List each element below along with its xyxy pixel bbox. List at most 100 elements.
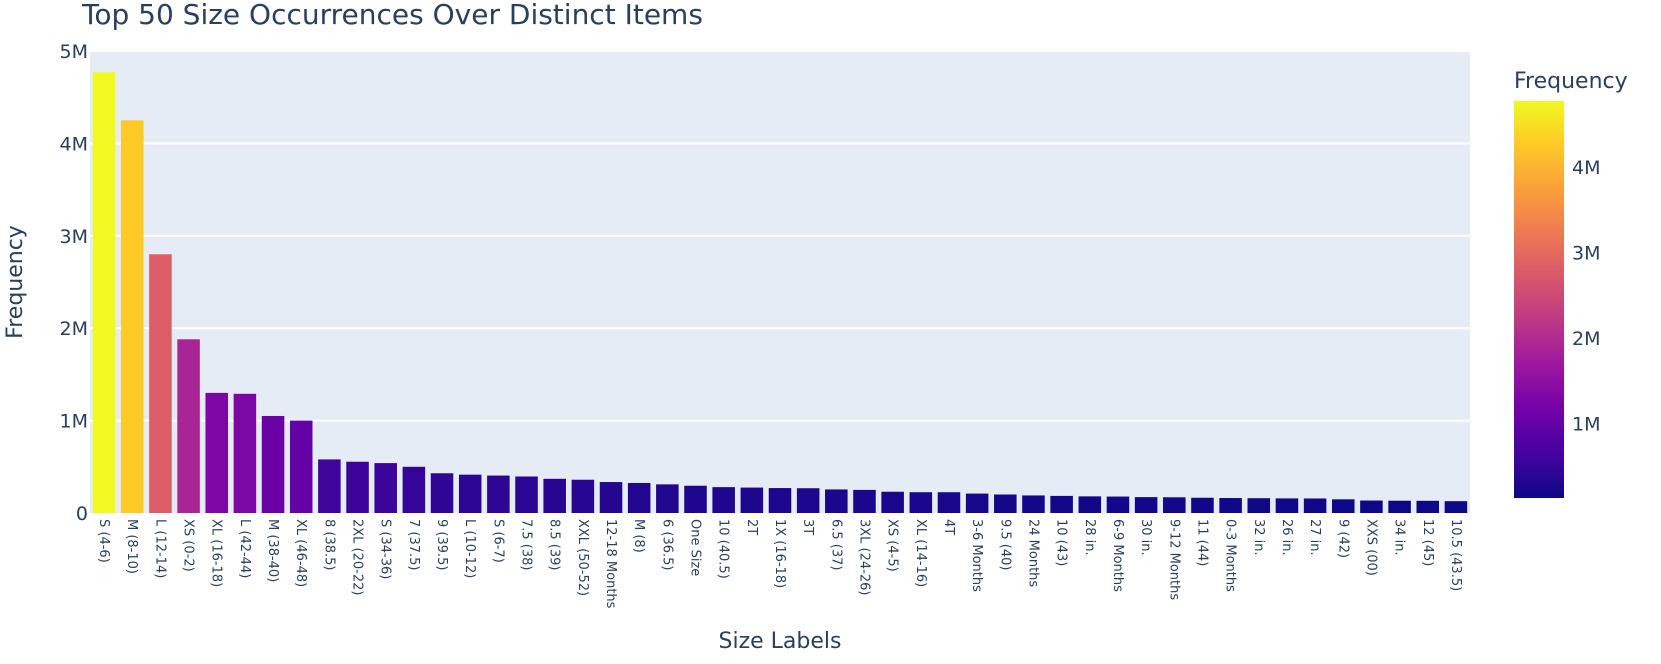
bar [994,494,1017,513]
x-tick-label: XS (0-2) [181,519,196,572]
x-tick-label: 6-9 Months [1110,519,1125,592]
bar [233,393,257,513]
bar [881,491,904,513]
x-tick-label: L (10-12) [462,519,477,578]
bar [430,473,454,513]
x-tick-label: 6 (36.5) [659,519,674,571]
x-tick-label: 9 (42) [1335,519,1350,558]
bar [205,392,228,513]
x-tick-label: L (42-44) [237,519,252,578]
y-axis-title: Frequency [3,225,28,339]
x-tick-label: 10 (40.5) [716,519,731,579]
bar [177,339,200,513]
bar [1106,496,1130,513]
x-tick-label: 11 (44) [1194,519,1209,566]
x-tick-label: 12 (45) [1420,519,1435,566]
x-tick-label: 34 in. [1392,519,1407,556]
colorbar-tick-label: 1M [1572,413,1600,435]
bar [346,461,369,513]
bar [1416,500,1440,513]
bar [627,482,651,513]
x-tick-label: 0-3 Months [1223,519,1238,592]
bar [1360,500,1383,513]
bar [402,466,426,513]
bar [1275,498,1299,513]
x-tick-label: S (6-7) [490,519,505,563]
x-tick-label: XXS (00) [1363,519,1378,576]
bar [853,489,876,513]
x-tick-label: 8 (38.5) [321,519,336,571]
x-tick-label: S (4-6) [96,519,111,563]
x-tick-label: 9-12 Months [1166,519,1181,600]
bar [487,475,510,513]
bar [768,488,792,513]
chart-title: Top 50 Size Occurrences Over Distinct It… [81,0,703,31]
bar [1134,497,1158,513]
y-tick-label: 4M [60,133,88,155]
x-tick-label: 7 (37.5) [406,519,421,571]
bar [712,487,735,513]
x-axis-title: Size Labels [719,629,842,654]
bar [374,463,397,513]
x-tick-label: XL (46-48) [293,519,308,587]
bar [656,484,679,513]
x-tick-label: S (34-36) [378,519,393,579]
bar [1163,497,1186,513]
y-tick-label: 2M [60,318,88,340]
bar [684,485,707,513]
x-tick-label: One Size [688,519,703,576]
x-tick-label: 1X (16-18) [772,519,787,588]
x-tick-label: M (38-40) [265,519,280,582]
x-tick-label: M (8) [631,519,646,553]
x-tick-label: XXL (50-52) [575,519,590,596]
bar [92,72,116,513]
x-tick-label: 3-6 Months [969,519,984,592]
bar [740,487,764,513]
bar [120,120,144,514]
x-tick-label: 8.5 (39) [547,519,562,571]
x-tick-label: 12-18 Months [603,519,618,609]
bar [515,476,538,513]
x-tick-label: XS (4-5) [885,519,900,572]
x-tick-label: 7.5 (38) [519,519,534,571]
x-tick-label: 6.5 (37) [828,519,843,571]
x-tick-label: 9.5 (40) [997,519,1012,571]
bar [937,492,961,513]
bar [571,479,595,513]
x-axis-ticks: S (4-6) M (8-10) L (12-14) XS (0-2) XL (16-1… [96,519,1463,609]
bar [825,489,848,513]
bar [289,420,313,513]
bar [909,492,933,513]
x-tick-label: 2T [744,519,759,535]
x-tick-label: 10.5 (43.5) [1448,519,1463,591]
plot-background [90,51,1470,513]
colorbar-tick-label: 3M [1572,242,1600,264]
y-tick-label: 3M [60,226,88,248]
x-tick-label: 28 in. [1082,519,1097,556]
bar [1332,499,1355,513]
bar [1078,496,1102,513]
bar [543,478,566,513]
y-tick-label: 5M [60,41,88,63]
bar [1388,500,1411,513]
x-tick-label: 3XL (24-26) [856,519,871,595]
bar [1303,498,1327,513]
x-tick-label: 32 in. [1251,519,1266,556]
x-tick-label: 10 (43) [1054,519,1069,566]
y-tick-label: 1M [60,411,88,433]
x-tick-label: M (8-10) [124,519,139,574]
bar [1219,498,1242,513]
x-tick-label: 27 in. [1307,519,1322,556]
x-tick-label: 4T [941,519,956,535]
x-tick-label: 3T [800,519,815,535]
colorbar: Frequency 1M 2M 3M 4M [1514,69,1628,498]
y-tick-label: 0 [76,503,88,525]
bar [1247,498,1271,513]
bar [1191,497,1214,513]
bar [458,474,482,513]
colorbar-tick-label: 2M [1572,328,1600,350]
grid-lines [90,50,1470,422]
bar [965,493,989,513]
colorbar-tick-label: 4M [1572,157,1600,179]
